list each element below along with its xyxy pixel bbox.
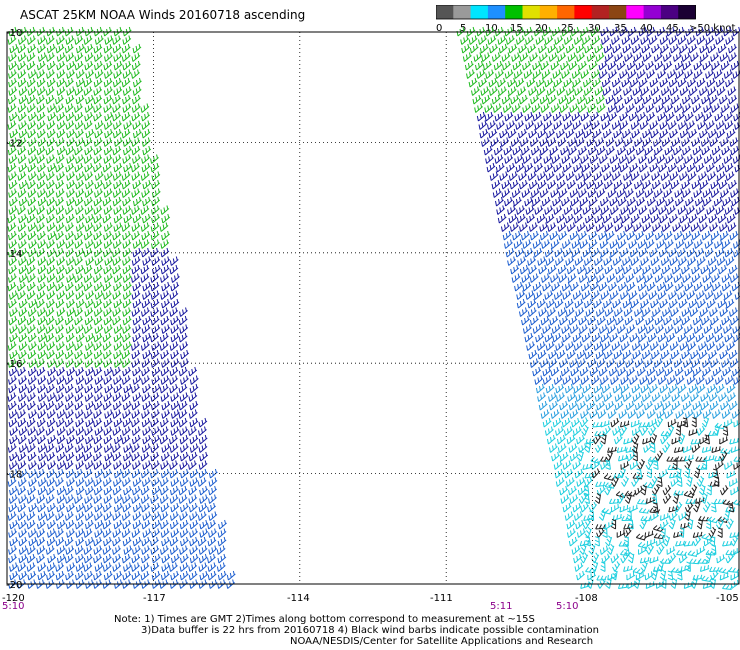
longitude-label: -120 (2, 593, 25, 604)
colorbar-swatch (609, 5, 627, 19)
longitude-label: -105 (716, 593, 739, 604)
colorbar-tick-label: 30 (588, 23, 601, 34)
colorbar-tick-label: 25 (561, 23, 574, 34)
colorbar-tick-label: 20 (535, 23, 548, 34)
colorbar-swatch (487, 5, 506, 19)
colorbar-swatch (574, 5, 593, 19)
note-line-1: Note: 1) Times are GMT 2)Times along bot… (114, 614, 535, 625)
pass-time-label: 5:11 (490, 601, 512, 612)
colorbar-tick-label: 10 (485, 23, 498, 34)
map-title: ASCAT 25KM NOAA Winds 20160718 ascending (20, 8, 306, 22)
latitude-label: -20 (6, 580, 22, 591)
colorbar-swatch (557, 5, 575, 19)
latitude-label: -16 (6, 359, 22, 370)
colorbar-border (436, 5, 696, 20)
latitude-label: -10 (6, 28, 22, 39)
wind-barbs-layer (7, 26, 740, 591)
longitude-label: -114 (287, 593, 310, 604)
longitude-label: -108 (575, 593, 598, 604)
pass-time-label: 5:10 (556, 601, 578, 612)
latitude-label: -14 (6, 249, 22, 260)
colorbar-swatch (470, 5, 489, 19)
colorbar-swatch (678, 5, 696, 19)
colorbar-swatch (522, 5, 541, 19)
colorbar-tick-label: 15 (510, 23, 523, 34)
map-grid (7, 32, 739, 584)
colorbar-swatch (436, 5, 454, 19)
colorbar-swatch (660, 5, 679, 19)
colorbar-tick-label: 45 (666, 23, 679, 34)
wind-speed-colorbar: 0 5 10 15 20 25 30 35 40 45 >50 knots (436, 5, 736, 34)
colorbar-swatch (453, 5, 471, 19)
latitude-label: -18 (6, 470, 22, 481)
map-frame (6, 31, 740, 585)
longitude-label: -117 (143, 593, 166, 604)
pass-time-label: 5:10 (2, 601, 24, 612)
colorbar-swatch (643, 5, 662, 19)
colorbar-swatch (626, 5, 644, 19)
axis-labels: -10 -12 -14 -16 -18 -20 -120 -117 -114 -111 -108 -1… (2, 28, 739, 612)
colorbar-tick-label: 0 (436, 23, 442, 34)
longitude-label: -111 (430, 593, 453, 604)
colorbar-tick-label: 40 (640, 23, 653, 34)
colorbar-swatch (539, 5, 558, 19)
latitude-label: -12 (6, 138, 22, 149)
colorbar-swatch (591, 5, 610, 19)
colorbar-tick-label: 35 (614, 23, 627, 34)
note-line-2: 3)Data buffer is 22 hrs from 20160718 4)… (141, 625, 599, 636)
note-line-3: NOAA/NESDIS/Center for Satellite Applica… (290, 636, 594, 647)
colorbar-swatch (505, 5, 523, 19)
